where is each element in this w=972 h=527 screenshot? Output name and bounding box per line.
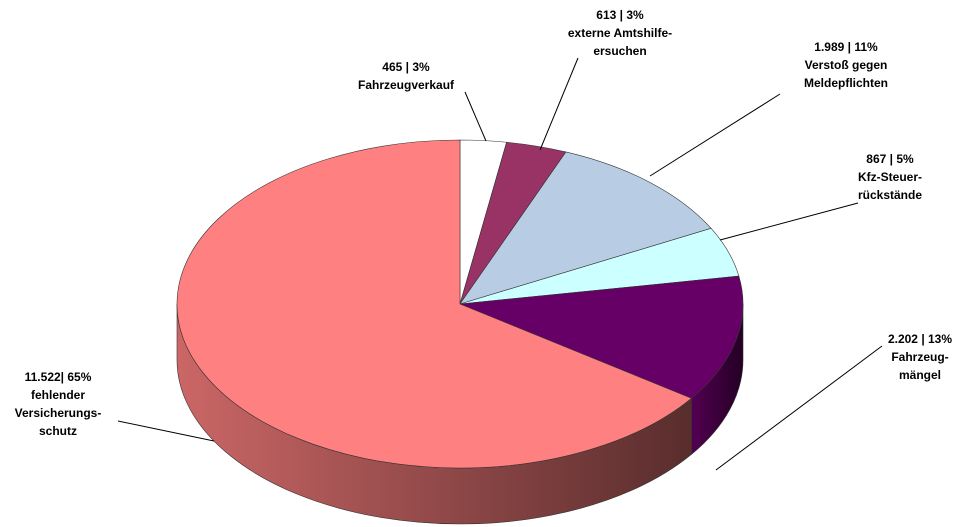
category-label: Fahrzeug- xyxy=(891,350,948,364)
leader-line xyxy=(649,93,781,177)
category-label: mängel xyxy=(899,368,941,382)
leader-line xyxy=(464,91,487,142)
category-label: Versicherungs- xyxy=(15,406,102,420)
leader-line xyxy=(715,345,883,471)
category-label: ersuchen xyxy=(593,44,646,58)
category-label: Verstoß gegen xyxy=(805,58,888,72)
category-label: Fahrzeugverkauf xyxy=(358,78,455,92)
pie-slice xyxy=(176,139,693,469)
leader-line xyxy=(539,57,579,151)
data-label: 11.522| 65% xyxy=(25,370,92,384)
data-label: 465 | 3% xyxy=(382,60,430,74)
data-label: 867 | 5% xyxy=(866,152,914,166)
data-label: 613 | 3% xyxy=(596,8,644,22)
pie-slice xyxy=(459,275,744,399)
category-label: Kfz-Steuer- xyxy=(858,170,922,184)
leader-line xyxy=(719,202,859,241)
category-label: externe Amtshilfe- xyxy=(568,26,672,40)
category-label: Meldepflichten xyxy=(804,76,888,90)
category-label: rückstände xyxy=(858,188,922,202)
leader-line xyxy=(117,420,215,442)
category-label: fehlender xyxy=(31,388,85,402)
data-label: 1.989 | 11% xyxy=(814,40,878,54)
data-label: 2.202 | 13% xyxy=(888,332,952,346)
category-label: schutz xyxy=(39,424,77,438)
pie-slice xyxy=(459,151,712,305)
